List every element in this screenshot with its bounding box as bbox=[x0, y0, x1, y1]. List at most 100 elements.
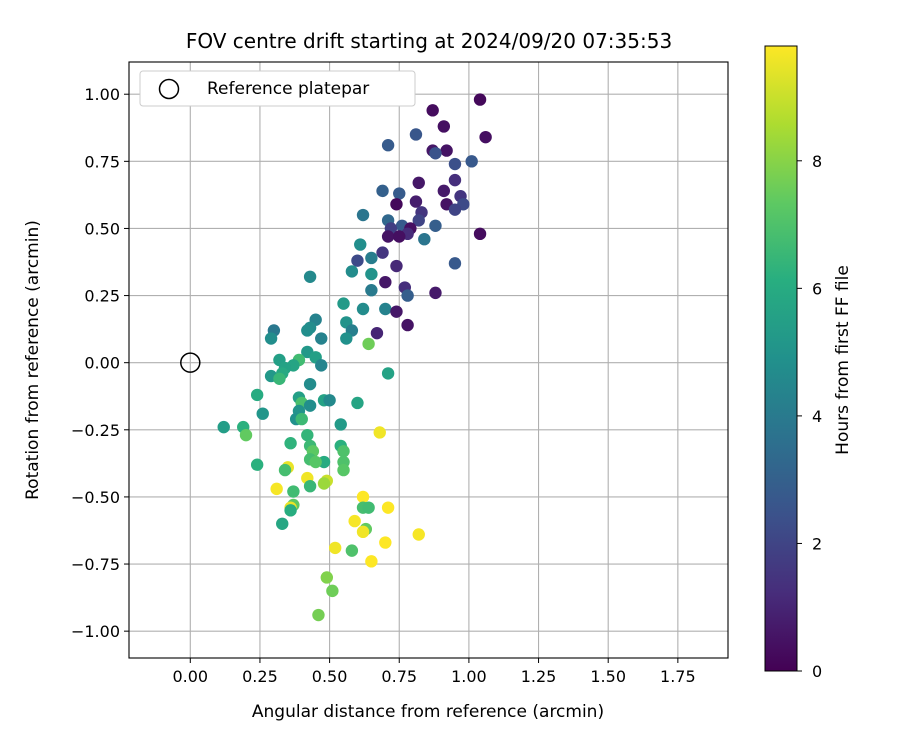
data-point bbox=[390, 198, 403, 211]
data-point bbox=[412, 176, 425, 190]
data-point bbox=[379, 536, 392, 549]
y-tick-label: −0.50 bbox=[71, 488, 120, 507]
legend-marker-icon bbox=[158, 78, 180, 100]
data-point bbox=[418, 232, 431, 246]
data-point bbox=[393, 230, 406, 243]
x-tick-label: 0.50 bbox=[312, 667, 348, 686]
data-point bbox=[217, 420, 230, 434]
data-point bbox=[381, 501, 395, 514]
data-point bbox=[273, 372, 286, 385]
legend: Reference platepar bbox=[139, 70, 416, 107]
colorbar-tick-label: 6 bbox=[812, 279, 822, 298]
y-tick-label: −0.75 bbox=[71, 555, 120, 574]
x-tick-label: 0.25 bbox=[242, 667, 278, 686]
data-point bbox=[379, 302, 392, 316]
data-point bbox=[334, 418, 347, 431]
data-point bbox=[278, 463, 292, 477]
data-point bbox=[301, 324, 314, 337]
data-point bbox=[250, 388, 264, 402]
data-point bbox=[409, 195, 423, 208]
x-tick-label: 1.00 bbox=[451, 667, 487, 686]
colorbar-tick-label: 0 bbox=[812, 662, 822, 681]
data-point bbox=[401, 289, 414, 302]
data-point bbox=[323, 394, 336, 407]
colorbar-label: Hours from first FF file bbox=[833, 265, 853, 455]
data-point bbox=[284, 437, 297, 450]
data-point bbox=[448, 173, 462, 187]
data-point bbox=[429, 147, 442, 160]
x-axis: 0.00 0.25 0.50 0.75 1.00 1.25 1.50 1.75 bbox=[172, 658, 696, 686]
data-point bbox=[351, 396, 364, 410]
colorbar-ticks: 0 2 4 6 8 bbox=[797, 152, 822, 681]
data-point bbox=[328, 541, 342, 555]
data-point bbox=[348, 514, 361, 528]
data-point bbox=[437, 120, 451, 133]
data-point bbox=[473, 93, 487, 106]
data-point bbox=[356, 525, 370, 539]
data-point bbox=[284, 504, 297, 517]
y-tick-label: 0.00 bbox=[84, 354, 120, 373]
x-tick-label: 0.00 bbox=[172, 667, 208, 686]
data-point bbox=[250, 458, 264, 471]
data-point bbox=[354, 238, 367, 251]
colorbar-tick-label: 4 bbox=[812, 407, 822, 426]
colorbar-gradient bbox=[764, 45, 798, 672]
data-point bbox=[429, 219, 442, 232]
data-point bbox=[356, 490, 370, 504]
data-point bbox=[337, 445, 350, 458]
data-point bbox=[473, 227, 487, 241]
data-point bbox=[276, 517, 289, 530]
reference-platepar-marker bbox=[180, 352, 201, 373]
data-point bbox=[381, 139, 395, 152]
data-point bbox=[390, 259, 403, 273]
data-point bbox=[320, 571, 334, 584]
y-tick-label: −0.25 bbox=[71, 421, 120, 440]
data-point bbox=[393, 187, 406, 200]
data-point bbox=[337, 463, 350, 477]
y-tick-label: 0.25 bbox=[84, 287, 120, 306]
y-tick-label: 1.00 bbox=[84, 85, 120, 104]
data-point bbox=[401, 318, 414, 332]
data-point bbox=[239, 428, 253, 442]
x-tick-label: 1.75 bbox=[660, 667, 696, 686]
y-tick-label: 0.50 bbox=[84, 219, 120, 238]
data-point bbox=[365, 251, 378, 265]
data-point bbox=[448, 203, 462, 216]
x-tick-label: 1.50 bbox=[590, 667, 626, 686]
data-point bbox=[264, 332, 278, 345]
data-point bbox=[362, 501, 375, 514]
y-axis: −1.00 −0.75 −0.50 −0.25 0.00 0.25 0.50 0.75 1.00 bbox=[71, 85, 129, 641]
data-point bbox=[309, 455, 322, 469]
data-point bbox=[376, 184, 389, 198]
data-point bbox=[440, 144, 453, 157]
colorbar-tick-label: 8 bbox=[812, 152, 822, 171]
data-points bbox=[217, 93, 492, 622]
data-point bbox=[409, 128, 423, 141]
data-point bbox=[448, 157, 462, 171]
data-point bbox=[315, 332, 328, 345]
data-point bbox=[356, 208, 370, 222]
data-point bbox=[303, 270, 317, 283]
chart-title: FOV centre drift starting at 2024/09/20 … bbox=[186, 29, 672, 53]
data-point bbox=[356, 302, 370, 316]
data-point bbox=[303, 377, 317, 391]
data-point bbox=[381, 367, 395, 380]
data-point bbox=[426, 104, 439, 117]
data-point bbox=[270, 482, 283, 496]
data-point bbox=[303, 479, 317, 493]
data-point bbox=[295, 412, 308, 426]
data-point bbox=[373, 426, 386, 439]
data-point bbox=[437, 184, 451, 198]
data-point bbox=[362, 337, 375, 351]
data-point bbox=[303, 399, 317, 412]
data-point bbox=[479, 130, 492, 144]
data-point bbox=[365, 267, 378, 281]
data-point bbox=[376, 246, 389, 259]
legend-entry: Reference platepar bbox=[207, 79, 369, 99]
data-point bbox=[412, 214, 425, 227]
data-point bbox=[301, 428, 314, 442]
data-point bbox=[465, 155, 478, 168]
data-point bbox=[412, 528, 425, 541]
data-point bbox=[370, 326, 384, 340]
